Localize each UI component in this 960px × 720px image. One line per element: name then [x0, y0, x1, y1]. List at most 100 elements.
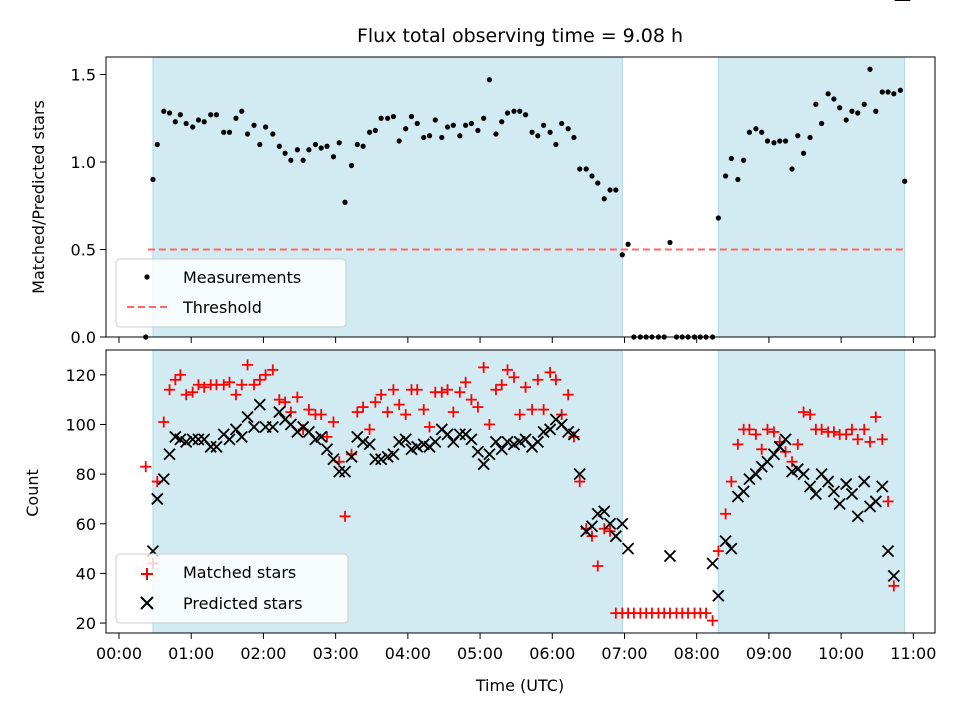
measurement-point — [861, 101, 867, 107]
matched-star-point — [786, 456, 798, 468]
predicted-star-stroke — [387, 448, 400, 461]
matched-star-point — [592, 560, 604, 572]
predicted-star-point — [151, 492, 164, 506]
predicted-star-stroke — [320, 443, 334, 456]
x-tick-label: 05:00 — [457, 644, 503, 663]
predicted-star-point — [881, 544, 895, 558]
matched-star-point — [436, 386, 448, 398]
predicted-star-stroke — [247, 420, 261, 434]
measurement-point — [213, 112, 220, 118]
matched-star-point — [550, 374, 562, 386]
matched-star-point — [321, 431, 333, 443]
predicted-star-point — [345, 450, 358, 463]
matched-star-point — [828, 426, 840, 438]
predicted-star-point — [531, 435, 544, 448]
measurement-point — [385, 115, 391, 121]
matched-star-point — [756, 443, 768, 455]
measurement-point — [879, 89, 885, 95]
measurement-point — [378, 115, 384, 121]
predicted-star-stroke — [273, 405, 286, 419]
predicted-star-point — [725, 542, 738, 555]
matched-star-point — [768, 426, 780, 438]
measurement-point — [257, 141, 263, 148]
measurement-point — [439, 134, 445, 141]
measurement-point — [432, 117, 438, 123]
x-tick-label: 06:00 — [529, 644, 575, 663]
measurement-point — [855, 110, 861, 116]
measurement-point — [468, 120, 474, 127]
predicted-star-stroke — [519, 433, 532, 446]
measurement-point — [722, 173, 729, 179]
predicted-star-point — [591, 507, 604, 520]
measurement-point — [782, 138, 789, 144]
measurement-point — [541, 122, 547, 128]
predicted-star-stroke — [235, 430, 248, 444]
top-x-ticks — [118, 337, 914, 343]
measurement-point — [819, 120, 825, 127]
predicted-star-point — [887, 569, 900, 583]
measurement-point — [324, 143, 330, 149]
matched-star-point — [192, 379, 204, 391]
measurement-point — [535, 133, 541, 139]
bottom-y-tick-label: 20 — [76, 614, 96, 633]
predicted-star-stroke — [471, 445, 485, 458]
predicted-star-stroke — [363, 438, 376, 451]
predicted-star-stroke — [163, 448, 176, 461]
measurement-point — [759, 129, 765, 135]
predicted-star-point — [483, 448, 496, 461]
predicted-star-point — [235, 430, 248, 444]
measurement-point — [172, 119, 178, 125]
predicted-star-stroke — [241, 410, 254, 424]
predicted-stars-points — [146, 0, 911, 602]
x-axis-title: Time (UTC) — [475, 676, 564, 695]
predicted-star-point — [356, 435, 370, 448]
measurement-point — [831, 96, 837, 102]
predicted-star-stroke — [858, 475, 871, 488]
bottom-y-tick-label: 40 — [76, 564, 96, 583]
predicted-star-stroke — [573, 467, 586, 481]
predicted-star-point — [399, 433, 412, 446]
measurement-point — [444, 124, 451, 130]
matched-star-point — [393, 399, 405, 411]
measurement-point — [522, 112, 529, 118]
predicted-star-stroke — [489, 435, 503, 448]
top-legend: Measurements Threshold — [115, 258, 347, 328]
measurement-point — [746, 129, 753, 135]
legend-measurements-label: Measurements — [183, 268, 301, 287]
predicted-star-point — [663, 549, 677, 563]
predicted-star-stroke — [773, 440, 786, 453]
predicted-star-stroke — [315, 430, 328, 444]
predicted-star-point — [495, 443, 508, 456]
measurement-point — [221, 129, 227, 135]
measurement-point — [849, 108, 855, 114]
bottom-y-tick-label: 120 — [65, 366, 96, 385]
predicted-star-stroke — [767, 448, 781, 461]
measurement-point — [208, 112, 214, 118]
predicted-star-point — [573, 467, 586, 481]
predicted-star-stroke — [797, 467, 810, 481]
matched-star-point — [218, 379, 230, 391]
measurement-point — [244, 131, 251, 137]
measurement-point — [589, 173, 595, 179]
matched-star-point — [315, 409, 327, 421]
bottom-y-axis: 20 40 60 80 100 120 — [65, 366, 106, 633]
matched-star-point — [364, 423, 376, 435]
predicted-star-point — [223, 433, 236, 446]
bottom-y-tick-label: 80 — [76, 465, 96, 484]
matched-star-point — [273, 394, 285, 406]
predicted-star-point — [876, 480, 889, 493]
measurement-point — [517, 108, 523, 114]
measurement-point — [372, 127, 378, 134]
measurement-point — [336, 140, 342, 146]
legend-matched-label: Matched stars — [183, 563, 296, 582]
predicted-star-stroke — [585, 520, 599, 533]
predicted-star-stroke — [876, 480, 889, 493]
measurement-point — [499, 119, 505, 125]
top-y-tick-label: 1.0 — [71, 153, 96, 172]
measurement-point — [715, 215, 721, 221]
predicted-star-point — [603, 517, 617, 530]
x-tick-label: 10:00 — [818, 644, 864, 663]
predicted-star-point — [803, 480, 817, 493]
measurement-point — [813, 101, 819, 107]
measurement-point — [403, 126, 409, 132]
